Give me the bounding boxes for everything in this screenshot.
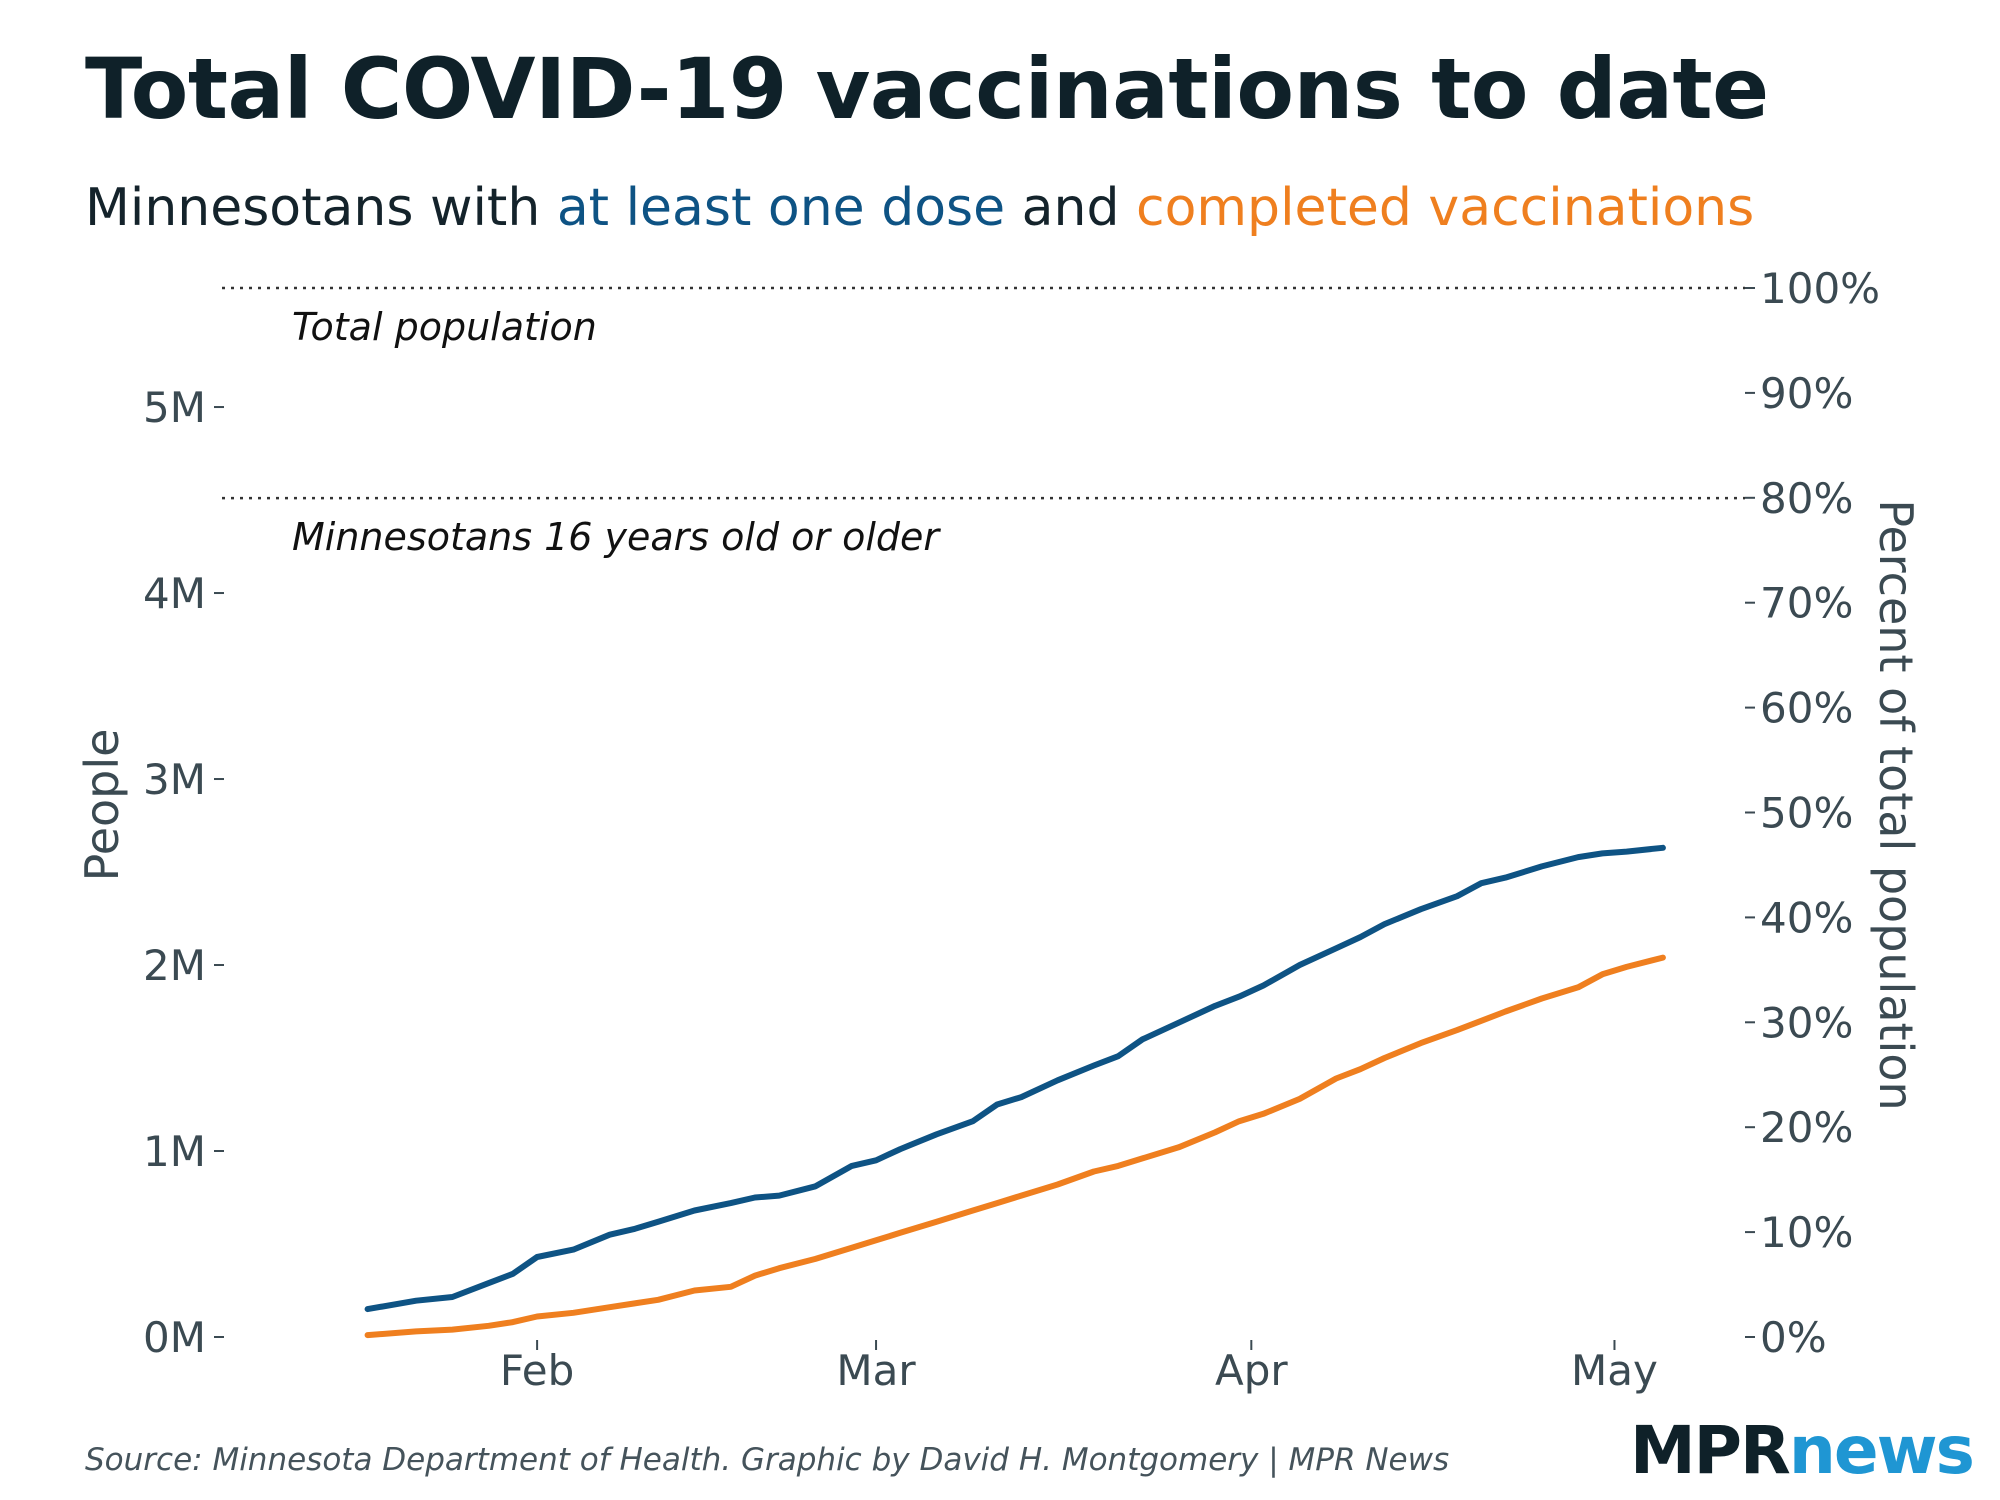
y-tick-label: 3M: [143, 755, 206, 804]
logo-news: news: [1788, 1412, 1975, 1489]
y-tick-label: 0M: [143, 1313, 206, 1362]
y-tick-label: 1M: [143, 1127, 206, 1176]
reference-label-1: Minnesotans 16 years old or older: [292, 515, 941, 559]
y-tick-label: 4M: [143, 569, 206, 618]
y2-tick-label: 10%: [1760, 1208, 1853, 1257]
y2-tick-label: 40%: [1760, 893, 1853, 942]
y-axis-title: People: [75, 729, 129, 882]
y2-tick-label: 60%: [1760, 684, 1853, 733]
mpr-news-logo: MPRnews: [1630, 1418, 1975, 1484]
y2-tick-label: 50%: [1760, 789, 1853, 838]
y2-tick-label: 20%: [1760, 1103, 1853, 1152]
x-tick-label: Apr: [1215, 1346, 1288, 1395]
logo-mpr: MPR: [1630, 1412, 1791, 1489]
subtitle-prefix: Minnesotans with: [85, 178, 557, 238]
series-line-completed: [364, 954, 1666, 1339]
subtitle-middle: and: [1005, 178, 1136, 238]
y-tick-label: 2M: [143, 941, 206, 990]
x-tick-label: Feb: [500, 1346, 574, 1395]
subtitle-series-completed: completed vaccinations: [1136, 178, 1755, 238]
source-note: Source: Minnesota Department of Health. …: [85, 1442, 1450, 1478]
x-tick-label: Mar: [836, 1346, 916, 1395]
y-tick-label: 5M: [143, 383, 206, 432]
series-line-one-dose: [364, 844, 1666, 1313]
y2-tick-label: 70%: [1760, 579, 1853, 628]
subtitle-series-one-dose: at least one dose: [556, 178, 1006, 238]
x-tick-label: May: [1571, 1346, 1658, 1395]
reference-label-0: Total population: [292, 305, 597, 349]
y2-axis-title: Percent of total population: [1869, 499, 1923, 1110]
y2-tick-label: 30%: [1760, 998, 1853, 1047]
y2-tick-label: 80%: [1760, 474, 1853, 523]
y2-tick-label: 90%: [1760, 369, 1853, 418]
y2-tick-label: 100%: [1760, 264, 1880, 313]
chart-title: Total COVID-19 vaccinations to date: [85, 40, 1769, 138]
y2-tick-label: 0%: [1760, 1313, 1827, 1362]
chart-subtitle: Minnesotans with at least one dose and c…: [85, 178, 1754, 238]
